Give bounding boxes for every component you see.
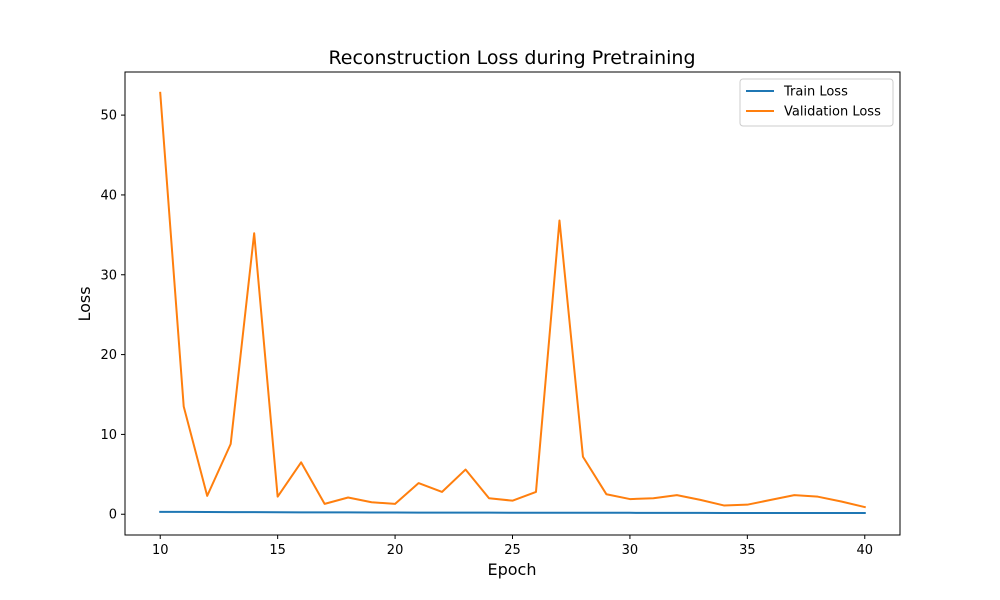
y-tick-label: 50 (100, 109, 117, 124)
x-tick-label: 30 (622, 543, 639, 558)
legend-label: Validation Loss (784, 105, 881, 120)
plot-area: 10 15 20 25 30 35 40 0 10 20 30 40 50 (100, 71, 901, 558)
x-axis-label: Epoch (488, 560, 537, 579)
y-tick-label: 30 (100, 268, 117, 283)
x-tick-label: 40 (856, 543, 873, 558)
x-tick-label: 15 (269, 543, 286, 558)
y-tick-label: 40 (100, 188, 117, 203)
x-tick-label: 10 (152, 543, 169, 558)
chart-title: Reconstruction Loss during Pretraining (328, 47, 695, 69)
series-line-train-loss (159, 510, 866, 515)
legend-label: Train Loss (783, 85, 848, 100)
y-axis-label: Loss (75, 286, 94, 321)
legend-box (739, 78, 894, 127)
y-tick-label: 20 (100, 348, 117, 363)
x-tick-label: 25 (504, 543, 521, 558)
legend: Train Loss Validation Loss (739, 78, 894, 127)
x-tick-label: 20 (387, 543, 404, 558)
x-tick-label: 35 (739, 543, 756, 558)
y-tick-label: 10 (100, 428, 117, 443)
series-line-validation-loss (159, 91, 866, 509)
y-tick-label: 0 (109, 508, 117, 523)
